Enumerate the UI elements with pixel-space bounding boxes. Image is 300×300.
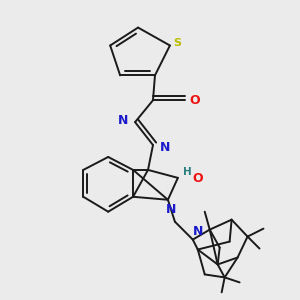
- Text: N: N: [118, 114, 128, 127]
- Text: O: O: [190, 94, 200, 107]
- Text: N: N: [160, 140, 170, 154]
- Text: H: H: [183, 167, 192, 177]
- Text: N: N: [166, 203, 176, 216]
- Text: N: N: [193, 225, 203, 238]
- Text: O: O: [193, 172, 203, 185]
- Text: S: S: [173, 38, 181, 47]
